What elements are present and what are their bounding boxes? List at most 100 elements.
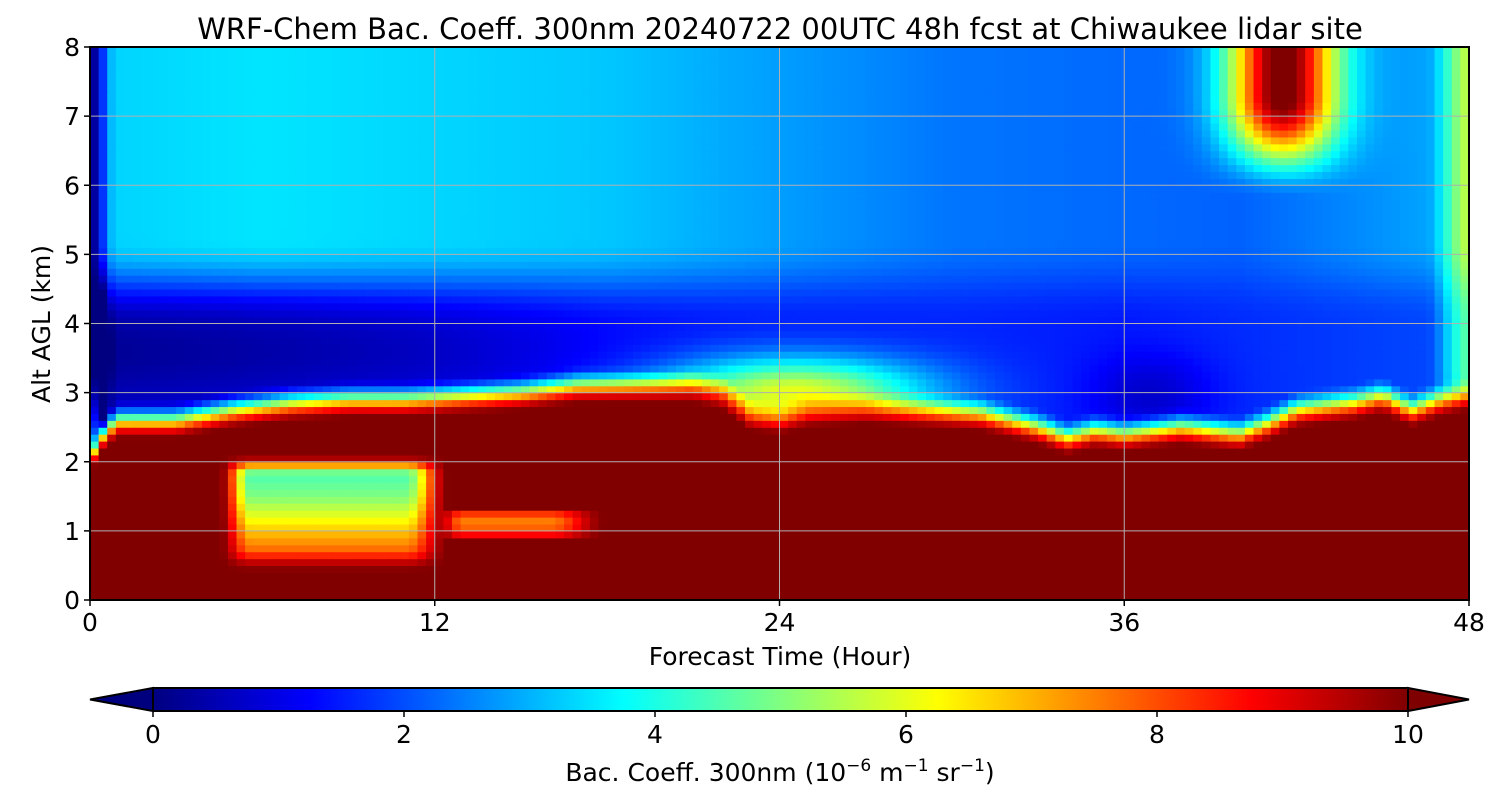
heatmap-cell: [279, 434, 289, 442]
heatmap-cell: [391, 351, 401, 359]
heatmap-cell: [115, 364, 126, 373]
heatmap-cell: [262, 558, 272, 567]
heatmap-cell: [391, 143, 401, 152]
heatmap-cell: [339, 268, 350, 276]
heatmap-cell: [538, 344, 548, 352]
heatmap-cell: [150, 247, 160, 255]
heatmap-cell: [624, 489, 634, 497]
heatmap-cell: [417, 288, 427, 297]
heatmap-cell: [339, 192, 350, 200]
heatmap-cell: [193, 302, 203, 311]
heatmap-cell: [158, 178, 169, 186]
heatmap-cell: [124, 572, 134, 580]
heatmap-cell: [546, 171, 557, 179]
heatmap-cell: [426, 47, 436, 55]
heatmap-cell: [391, 81, 401, 90]
heatmap-cell: [589, 351, 600, 359]
heatmap-cell: [184, 344, 195, 352]
heatmap-cell: [279, 302, 289, 311]
heatmap-cell: [141, 143, 151, 152]
heatmap-cell: [270, 489, 281, 497]
heatmap-cell: [98, 468, 108, 477]
heatmap-cell: [572, 489, 582, 497]
heatmap-cell: [426, 468, 436, 477]
heatmap-cell: [598, 558, 608, 567]
heatmap-cell: [408, 288, 419, 297]
heatmap-cell: [503, 185, 513, 193]
heatmap-cell: [477, 523, 488, 532]
heatmap-cell: [495, 123, 505, 131]
heatmap-cell: [572, 537, 582, 546]
heatmap-cell: [279, 537, 289, 546]
heatmap-cell: [529, 371, 539, 380]
heatmap-cell: [176, 53, 186, 62]
heatmap-cell: [400, 461, 410, 470]
heatmap-cell: [451, 579, 462, 587]
heatmap-cell: [115, 420, 126, 428]
heatmap-cell: [107, 254, 117, 262]
heatmap-cell: [133, 254, 143, 262]
heatmap-cell: [98, 254, 108, 262]
heatmap-cell: [279, 116, 289, 124]
heatmap-cell: [607, 364, 617, 373]
heatmap-cell: [434, 164, 444, 173]
heatmap-cell: [581, 530, 591, 539]
heatmap-cell: [477, 226, 488, 235]
heatmap-cell: [176, 136, 186, 145]
heatmap-cell: [546, 81, 557, 90]
heatmap-cell: [374, 447, 384, 456]
heatmap-cell: [495, 475, 505, 484]
heatmap-cell: [469, 150, 479, 159]
heatmap-cell: [529, 47, 539, 55]
heatmap-cell: [546, 164, 557, 173]
heatmap-cell: [322, 358, 332, 366]
heatmap-cell: [503, 496, 513, 504]
heatmap-cell: [460, 413, 470, 421]
heatmap-cell: [555, 185, 565, 193]
heatmap-cell: [486, 579, 496, 587]
heatmap-cell: [426, 240, 436, 249]
heatmap-cell: [426, 316, 436, 325]
heatmap-cell: [572, 282, 582, 290]
heatmap-cell: [158, 60, 169, 69]
heatmap-cell: [270, 288, 281, 297]
heatmap-cell: [572, 275, 582, 283]
heatmap-cell: [193, 358, 203, 366]
heatmap-cell: [124, 109, 134, 117]
heatmap-cell: [374, 337, 384, 345]
heatmap-cell: [564, 212, 574, 221]
heatmap-cell: [615, 537, 625, 546]
heatmap-cell: [219, 316, 229, 325]
heatmap-cell: [615, 565, 625, 573]
heatmap-cell: [383, 399, 393, 408]
heatmap-cell: [314, 185, 324, 193]
heatmap-cell: [383, 102, 393, 110]
heatmap-cell: [383, 344, 393, 352]
heatmap-cell: [115, 586, 126, 594]
heatmap-cell: [193, 351, 203, 359]
heatmap-cell: [296, 510, 307, 518]
heatmap-cell: [348, 572, 358, 580]
heatmap-cell: [262, 413, 272, 421]
heatmap-cell: [434, 413, 444, 421]
heatmap-cell: [339, 178, 350, 186]
heatmap-cell: [374, 503, 384, 511]
heatmap-cell: [184, 247, 195, 255]
heatmap-cell: [90, 67, 100, 76]
heatmap-cell: [417, 247, 427, 255]
heatmap-cell: [98, 74, 108, 83]
heatmap-cell: [167, 434, 177, 442]
heatmap-cell: [624, 358, 634, 366]
heatmap-cell: [176, 247, 186, 255]
heatmap-cell: [546, 309, 557, 318]
heatmap-cell: [408, 67, 419, 76]
heatmap-cell: [141, 371, 151, 380]
heatmap-cell: [555, 330, 565, 338]
heatmap-cell: [400, 454, 410, 463]
heatmap-cell: [538, 136, 548, 145]
heatmap-cell: [434, 565, 444, 573]
heatmap-cell: [538, 392, 548, 401]
heatmap-cell: [555, 364, 565, 373]
heatmap-cell: [176, 406, 186, 414]
heatmap-cell: [572, 102, 582, 110]
